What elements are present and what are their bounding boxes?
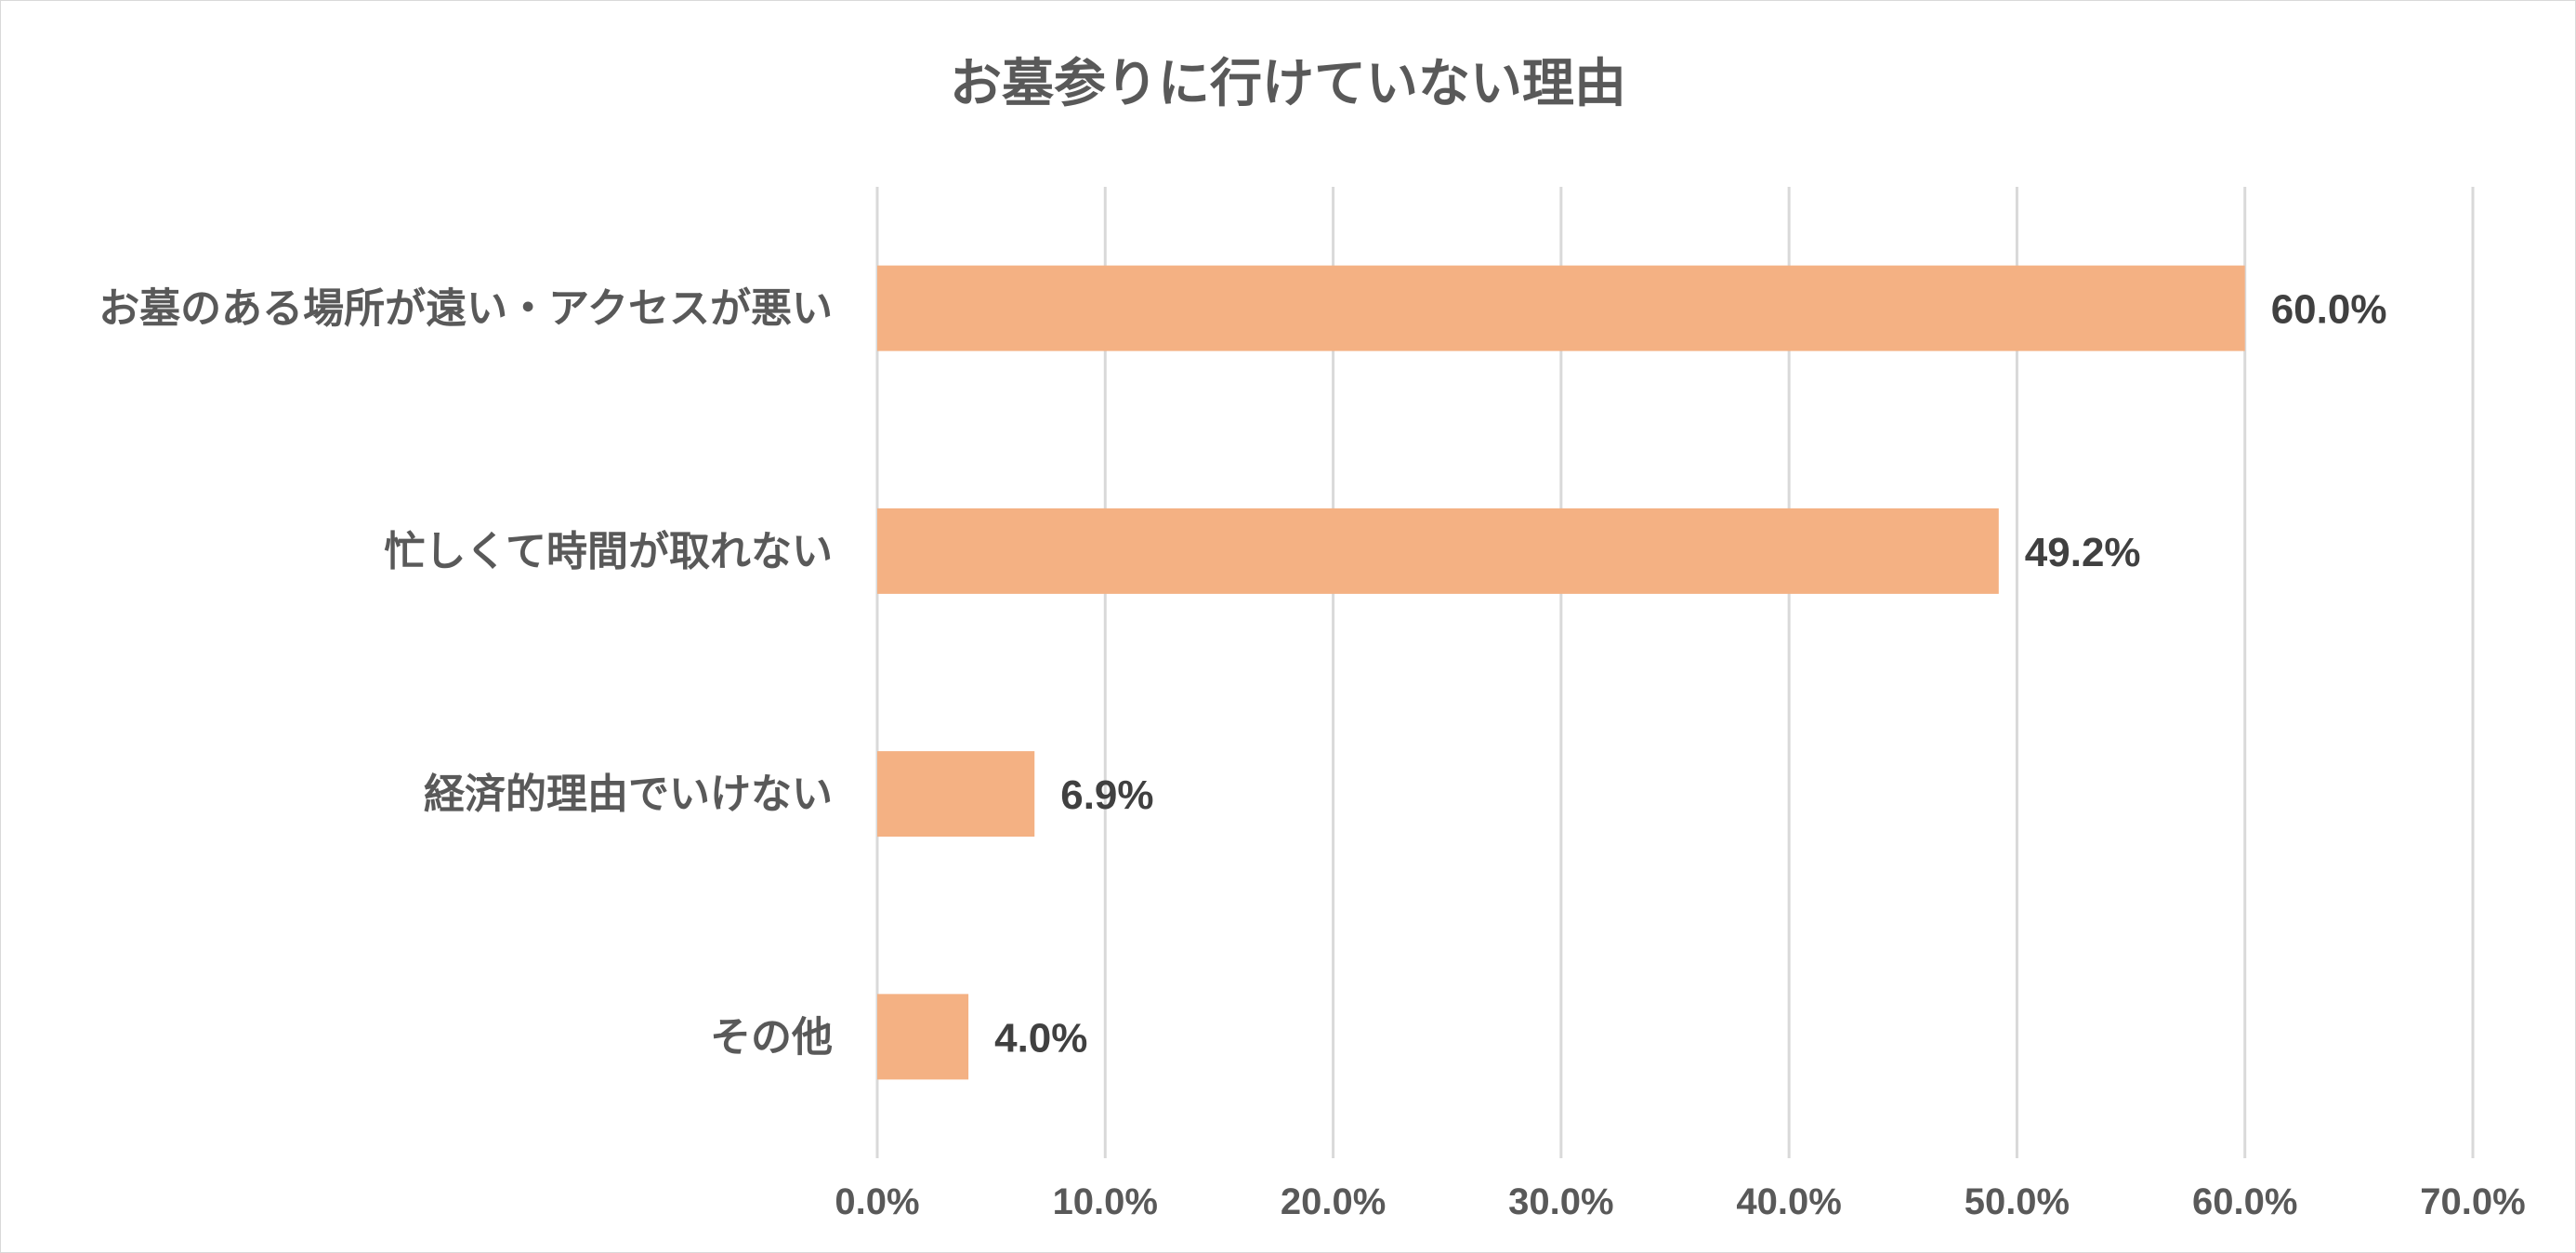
category-label: お墓のある場所が遠い・アクセスが悪い: [99, 286, 833, 332]
bar: [877, 994, 969, 1080]
bars: [877, 265, 2245, 1080]
data-label: 4.0%: [994, 1015, 1087, 1061]
bar: [877, 508, 1999, 594]
category-label: その他: [710, 1014, 833, 1060]
x-tick-label: 70.0%: [2420, 1181, 2525, 1222]
x-tick-label: 40.0%: [1736, 1181, 1841, 1222]
x-tick-label: 0.0%: [835, 1181, 919, 1222]
data-label: 49.2%: [2025, 530, 2141, 575]
bar: [877, 265, 2245, 351]
bar: [877, 751, 1035, 838]
x-axis-tick-labels: 0.0% 10.0% 20.0% 30.0% 40.0% 50.0% 60.0% 70.0%: [835, 1181, 2525, 1222]
x-tick-label: 10.0%: [1053, 1181, 1158, 1222]
x-tick-label: 60.0%: [2192, 1181, 2297, 1222]
data-label: 6.9%: [1060, 772, 1153, 818]
data-labels: 60.0% 49.2% 6.9% 4.0%: [994, 287, 2386, 1062]
data-label: 60.0%: [2271, 287, 2387, 333]
x-tick-label: 30.0%: [1508, 1181, 1613, 1222]
chart-title: お墓参りに行けていない理由: [950, 54, 1626, 112]
x-tick-label: 20.0%: [1281, 1181, 1386, 1222]
category-labels: お墓のある場所が遠い・アクセスが悪い忙しくて時間が取れない経済的理由でいけないそ…: [99, 286, 833, 1061]
category-label: 忙しくて時間が取れない: [384, 529, 833, 574]
category-label: 経済的理由でいけない: [424, 772, 833, 817]
x-tick-label: 50.0%: [1965, 1181, 2070, 1222]
